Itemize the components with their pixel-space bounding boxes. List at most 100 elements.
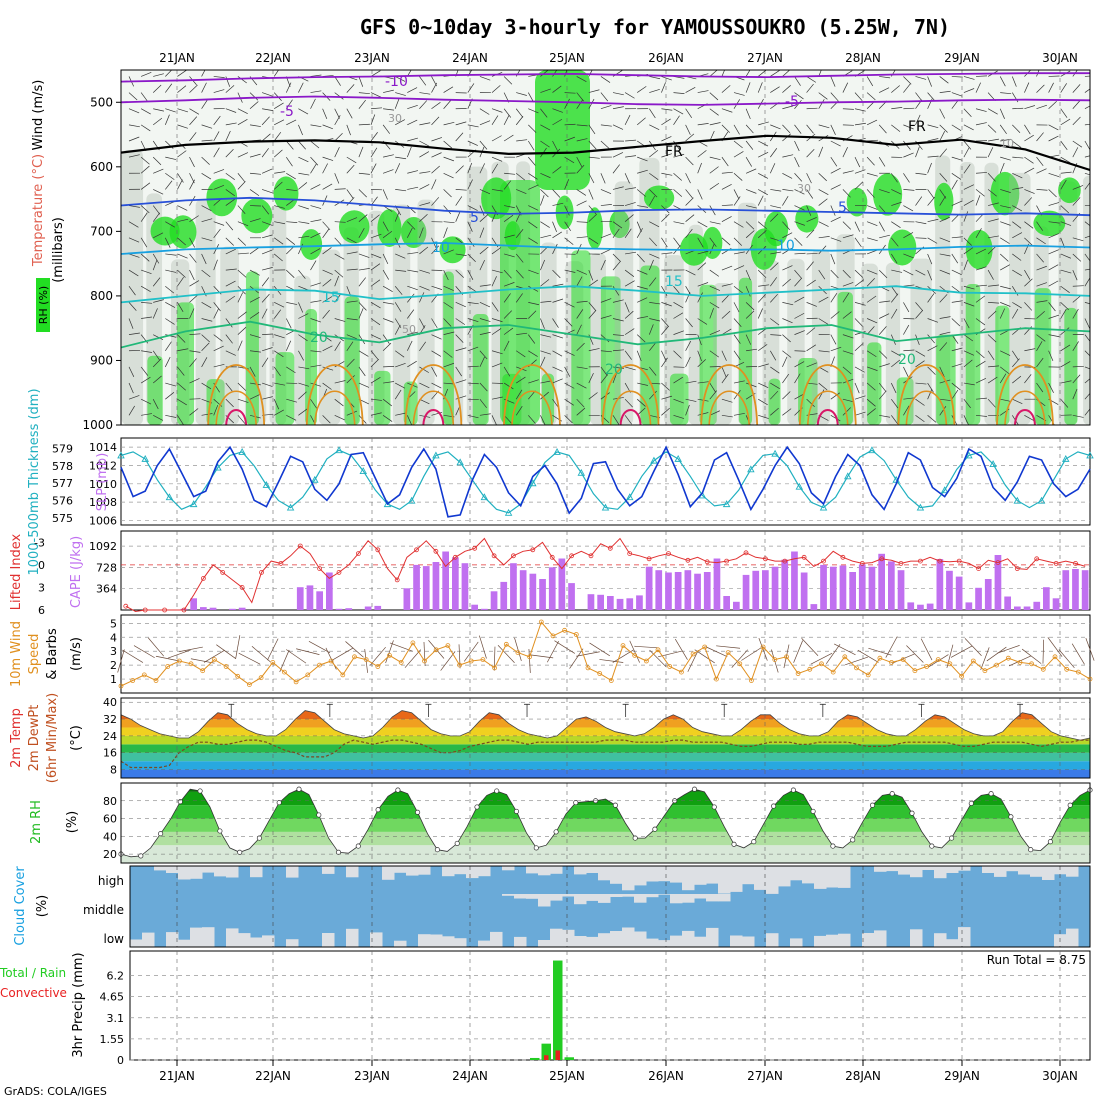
thickness-point <box>407 496 416 504</box>
wind-barb <box>1072 185 1084 190</box>
wind-barb <box>358 76 364 87</box>
wind10-point <box>900 657 906 662</box>
wind-barb <box>915 237 927 239</box>
wind-barb <box>709 308 714 319</box>
cloud-low-gap <box>346 928 359 947</box>
wind-barb <box>806 279 816 287</box>
wind-barb <box>407 170 419 174</box>
cloud-high-gap <box>670 866 683 883</box>
wind-barb <box>1048 302 1056 312</box>
rh-point <box>612 802 618 808</box>
wind-barb <box>1036 221 1044 231</box>
precip-tick-label: 4.65 <box>100 991 125 1004</box>
wind10-barb <box>423 641 426 667</box>
wind10-point <box>865 672 871 678</box>
wind10-point <box>877 655 883 661</box>
wind-barb <box>987 108 998 115</box>
wind-barb <box>431 179 437 190</box>
wind-barb <box>1084 172 1090 176</box>
rh-point <box>988 791 994 797</box>
wind-barb <box>141 413 153 416</box>
wind-barb <box>576 164 585 174</box>
wind-barb <box>770 277 778 287</box>
wind-barb <box>322 269 333 275</box>
li-point <box>666 551 671 556</box>
wind-barb <box>854 221 861 232</box>
rh-point <box>573 800 579 806</box>
li-point <box>627 551 633 556</box>
wind10-point <box>620 643 626 648</box>
wind-barb <box>625 366 636 371</box>
wind-barb <box>709 302 720 309</box>
wind-barb <box>1000 221 1011 226</box>
wind-barb <box>770 390 779 400</box>
wind-barb <box>516 376 526 384</box>
wind-barb <box>1000 302 1011 307</box>
wind-barb <box>298 124 303 136</box>
wind-barb <box>261 357 269 368</box>
wind-barb <box>310 205 322 209</box>
cloud-low-gap <box>190 927 203 947</box>
wind-barb <box>830 311 840 319</box>
wind-barb <box>782 124 791 134</box>
wind10-barb <box>463 641 479 662</box>
minmax-bar <box>622 703 629 717</box>
wind-barb <box>540 124 551 131</box>
cape-bar <box>539 579 546 610</box>
wind-barb <box>830 334 837 345</box>
wind-barb <box>152 308 158 319</box>
wind-barb <box>516 92 527 96</box>
li-point <box>549 554 555 560</box>
wind-barb <box>334 173 340 184</box>
wind-barb <box>334 188 346 190</box>
cloud-mid-gap <box>658 894 671 895</box>
wind-barb <box>649 76 661 80</box>
wind10-barb <box>1058 649 1075 669</box>
wind-barb <box>903 124 914 130</box>
wind-barb <box>951 382 961 391</box>
wind10-barb <box>857 649 879 663</box>
wind-barb <box>564 92 576 94</box>
wind-barb <box>382 253 389 265</box>
wind10-point <box>468 658 474 664</box>
cloud-low-gap <box>646 938 659 947</box>
wind-barb <box>891 221 901 228</box>
wind-barb <box>951 99 959 109</box>
li-point <box>142 607 148 613</box>
rh-contour-label: 50 <box>402 323 416 336</box>
wind-barb <box>310 318 322 323</box>
wind-barb <box>286 119 297 126</box>
wind-barb <box>528 269 539 275</box>
rh-point <box>869 802 876 808</box>
wind-barb <box>794 221 805 226</box>
wind-barb <box>709 182 720 190</box>
wind-barb <box>431 350 442 357</box>
wind-barb <box>1084 268 1090 271</box>
rh-grey-band <box>688 224 703 425</box>
wind-barb <box>274 205 285 209</box>
wind-barb <box>552 202 564 206</box>
cape-bar <box>335 608 343 610</box>
wind10-barb <box>267 638 279 661</box>
wind-barb <box>395 382 406 389</box>
cloud-high-gap <box>718 866 731 894</box>
wind-barb <box>358 277 366 287</box>
wind-barb <box>310 382 322 387</box>
wind-barb <box>903 107 915 110</box>
wind-barb <box>673 221 685 225</box>
wind-barb <box>746 205 757 209</box>
wind-barb <box>951 92 963 97</box>
wind10-barb <box>497 645 515 663</box>
contour-label: 10 <box>777 238 795 254</box>
wind-barb <box>903 189 915 191</box>
wind-barb <box>963 140 972 150</box>
wind-barb <box>612 92 624 96</box>
wind-barb <box>370 132 378 142</box>
wind-barb <box>286 302 298 305</box>
wind-barb <box>915 269 926 276</box>
wind-barb <box>612 261 621 271</box>
wind-barb <box>685 269 696 276</box>
wind-barb <box>685 214 695 222</box>
cape-bar <box>1052 598 1060 610</box>
wind-barb <box>334 275 340 287</box>
